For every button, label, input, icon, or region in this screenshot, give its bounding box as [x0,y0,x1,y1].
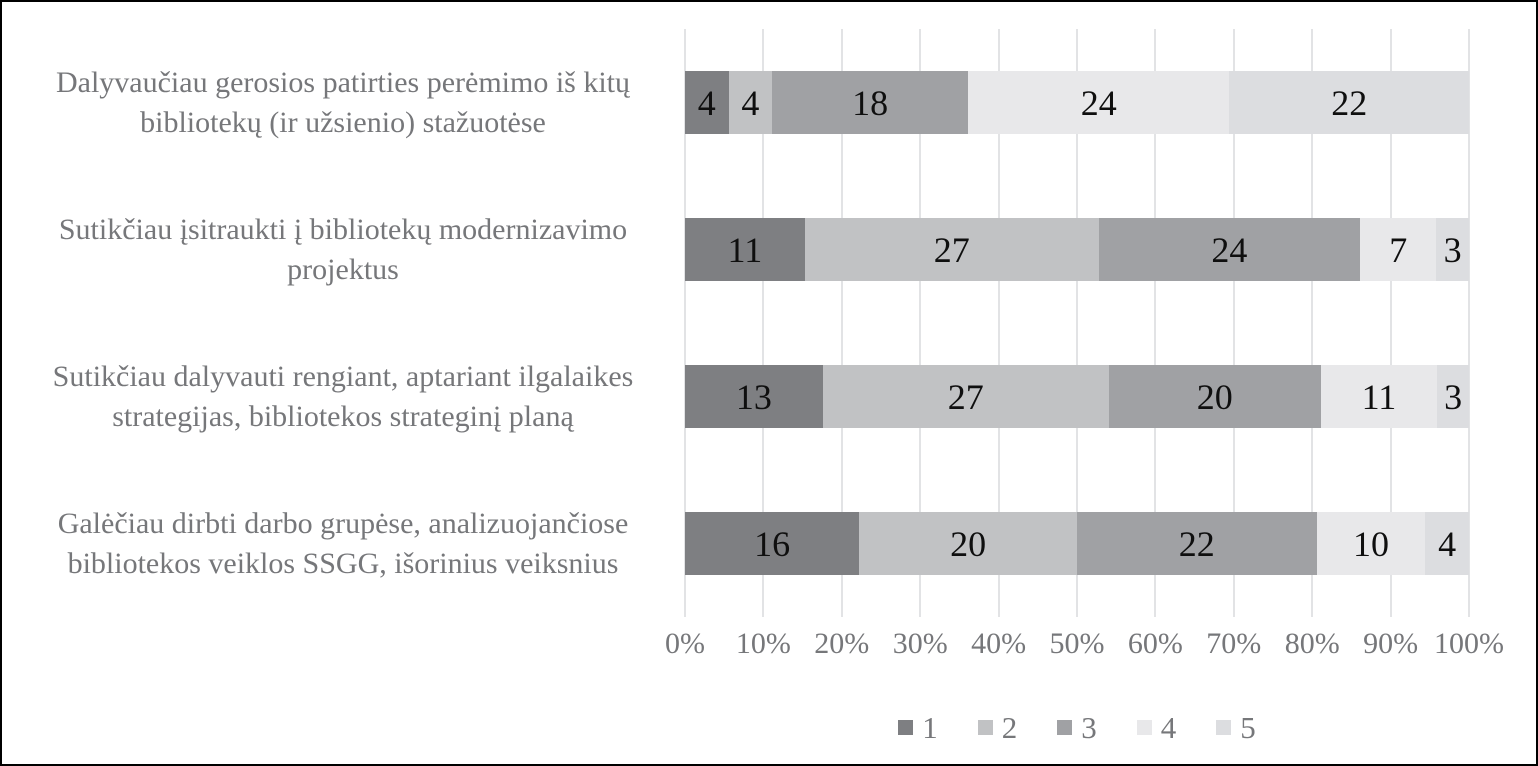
bar-segment-series-5: 3 [1437,365,1469,428]
bar-segment-label: 7 [1389,229,1408,270]
bar-segment-label: 13 [735,376,772,417]
bar-segment-series-5: 22 [1229,71,1469,134]
bar-segment-label: 3 [1444,376,1463,417]
x-tick-label: 70% [1206,627,1262,660]
bar-segment-label: 16 [754,523,791,564]
bar-segment-series-1: 16 [685,512,860,575]
bar-segment-series-2: 27 [804,218,1099,281]
x-tick-label: 50% [1049,627,1105,660]
legend-item-label: 3 [1081,709,1097,745]
bar-row: 11 27 24 7 3 [685,176,1469,323]
legend-swatch-icon [1136,719,1152,735]
plot-area: 4 4 18 24 22 11 27 24 7 3 13 27 20 11 3 16 20 22 10 4 [684,29,1470,617]
x-tick-label: 80% [1284,627,1340,660]
x-tick-label: 90% [1363,627,1419,660]
gridline [1076,29,1078,617]
bar-segment-label: 10 [1352,523,1389,564]
x-tick-label: 60% [1127,627,1183,660]
stacked-bar: 16 20 22 10 4 [685,512,1469,575]
legend-item-label: 2 [1001,709,1018,745]
legend-item-label: 5 [1240,709,1256,745]
bar-segment-label: 22 [1178,523,1215,564]
legend-item: 2 [977,709,1018,745]
legend: 1 2 3 4 5 [685,702,1469,752]
bar-segment-series-3: 20 [1108,365,1321,428]
bar-segment-label: 22 [1331,82,1368,123]
bar-segment-series-2: 20 [859,512,1077,575]
x-tick-label: 40% [971,627,1027,660]
bar-segment-series-1: 11 [685,218,805,281]
bar-segment-label: 4 [741,82,760,123]
gridline [684,29,686,617]
bar-segment-label: 27 [947,376,984,417]
bar-segment-series-4: 11 [1320,365,1438,428]
bar-segment-series-1: 4 [685,71,729,134]
legend-item-label: 4 [1160,709,1177,745]
legend-swatch-icon [1057,719,1073,735]
gridline [1232,29,1235,617]
gridline [1311,29,1314,617]
bar-rows: 4 4 18 24 22 11 27 24 7 3 13 27 20 11 3 16 20 22 10 4 [685,29,1469,617]
legend-item: 3 [1057,712,1097,743]
gridline [1389,29,1392,617]
bar-segment-series-3: 22 [1076,512,1317,575]
gridline [1154,29,1157,617]
gridline [1468,29,1470,617]
x-tick-label: 100% [1434,627,1504,660]
bar-row: 4 4 18 24 22 [685,29,1469,176]
stacked-bar: 11 27 24 7 3 [685,218,1469,281]
bar-segment-label: 4 [697,82,716,123]
legend-item: 4 [1136,709,1177,745]
bar-segment-series-4: 10 [1316,512,1426,575]
bar-segment-series-3: 18 [772,71,969,134]
gridline [762,29,765,617]
gridline [919,29,922,617]
category-label: Sutikčiau dalyvauti rengiant, aptariant … [52,359,634,433]
bar-segment-label: 3 [1443,229,1462,270]
x-axis: 0% 10% 20% 30% 40% 50% 60% 70% 80% 90% 100% [665,627,1504,673]
bar-segment-label: 20 [950,523,987,564]
bar-segment-label: 24 [1211,229,1248,270]
x-tick-label: 20% [814,627,870,660]
bar-segment-label: 27 [933,229,970,270]
bar-segment-label: 11 [1361,376,1397,417]
x-tick-label: 30% [892,627,948,660]
legend-item: 5 [1216,712,1256,743]
bar-segment-label: 18 [852,82,889,123]
bar-segment-label: 20 [1196,376,1233,417]
legend-swatch-icon [898,719,914,735]
bar-segment-series-2: 4 [728,71,773,134]
bar-segment-label: 24 [1080,82,1117,123]
legend-swatch-icon [977,719,993,735]
category-label: Sutikčiau įsitraukti į bibliotekų modern… [58,212,628,286]
bar-segment-label: 11 [727,229,763,270]
bar-segment-series-2: 27 [822,365,1109,428]
category-label: Dalyvaučiau gerosios patirties perėmimo … [55,65,631,139]
legend-item-label: 1 [922,709,938,745]
gridline [840,29,843,617]
bar-segment-series-5: 3 [1436,218,1469,281]
bar-segment-series-4: 7 [1360,218,1437,281]
bar-segment-series-5: 4 [1425,512,1469,575]
bar-segment-series-3: 24 [1098,218,1361,281]
x-tick-label: 0% [665,627,705,660]
category-axis: Dalyvaučiau gerosios patirties perėmimo … [18,29,668,617]
bar-row: 16 20 22 10 4 [685,470,1469,617]
bar-segment-label: 4 [1438,523,1457,564]
legend-item: 1 [898,712,938,743]
stacked-bar: 13 27 20 11 3 [685,365,1469,428]
bar-segment-series-4: 24 [968,71,1230,134]
stacked-bar: 4 4 18 24 22 [685,71,1469,134]
x-tick-label: 10% [735,627,791,660]
bar-row: 13 27 20 11 3 [685,323,1469,470]
bar-segment-series-1: 13 [685,365,823,428]
legend-swatch-icon [1216,719,1232,735]
category-label: Galėčiau dirbti darbo grupėse, analizuoj… [57,506,629,580]
gridline [997,29,1000,617]
